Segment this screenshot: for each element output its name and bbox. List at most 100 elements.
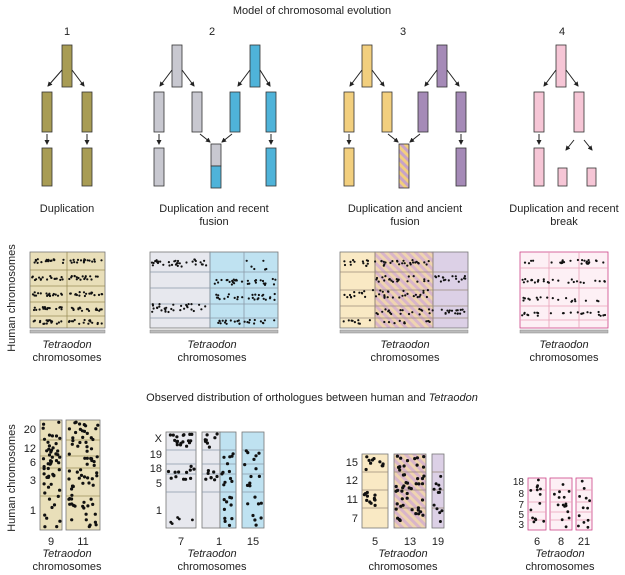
orthologue-dot xyxy=(384,275,387,278)
orthologue-dot xyxy=(81,435,85,439)
orthologue-dot xyxy=(95,471,99,475)
orthologue-dot xyxy=(58,488,62,492)
orthologue-dot xyxy=(78,291,81,294)
orthologue-dot xyxy=(567,490,571,493)
orthologue-dot xyxy=(571,299,574,302)
orthologue-dot xyxy=(417,512,421,516)
orthologue-dot xyxy=(373,493,377,497)
human-chromosome-label: 7 xyxy=(518,500,524,511)
orthologue-dot xyxy=(246,282,249,285)
human-chromosome-label: 8 xyxy=(518,489,524,500)
orthologue-dot xyxy=(158,305,161,308)
orthologue-dot xyxy=(262,293,265,296)
orthologue-dot xyxy=(240,280,244,283)
orthologue-dot xyxy=(251,293,254,296)
model-number-4: 4 xyxy=(559,26,565,38)
orthologue-dot xyxy=(204,305,207,308)
orthologue-dot xyxy=(432,503,436,507)
orthologue-dot xyxy=(383,295,386,298)
orthologue-dot xyxy=(419,510,423,514)
orthologue-dot xyxy=(58,436,62,440)
orthologue-dot xyxy=(401,262,404,265)
orthologue-dot xyxy=(438,487,442,491)
orthologue-dot xyxy=(409,261,412,265)
orthologue-dot xyxy=(206,469,210,473)
orthologue-dot xyxy=(536,314,539,317)
orthologue-dot xyxy=(33,306,36,309)
orthologue-dot xyxy=(221,319,224,322)
orthologue-dot xyxy=(32,308,36,312)
orthologue-dot xyxy=(273,298,276,301)
orthologue-dot xyxy=(41,276,44,279)
ancient-fused-chromosome xyxy=(398,143,410,189)
orthologue-dot xyxy=(532,259,535,262)
orthologue-dot xyxy=(423,261,426,264)
orthologue-dot xyxy=(273,292,276,296)
model-3-tree xyxy=(343,44,467,189)
orthologue-dot xyxy=(62,258,65,261)
orthologue-dot xyxy=(222,483,226,487)
orthologue-dot xyxy=(411,311,414,314)
human-chromosome-label: X xyxy=(155,433,163,445)
orthologue-dot xyxy=(538,493,542,496)
orthologue-dot xyxy=(399,312,402,315)
orthologue-dot xyxy=(589,311,592,314)
orthologue-dot xyxy=(248,318,251,322)
orthologue-dot xyxy=(36,258,39,261)
orthologue-dot xyxy=(532,520,536,524)
orthologue-dot xyxy=(192,467,196,471)
orthologue-dot xyxy=(350,296,353,299)
orthologue-dot xyxy=(190,308,193,311)
orthologue-dot xyxy=(391,260,394,263)
orthologue-dot xyxy=(252,457,256,461)
orthologue-dot xyxy=(72,320,75,323)
orthologue-dot xyxy=(262,282,265,285)
orthologue-dot xyxy=(56,294,60,297)
human-chromosome-label: 18 xyxy=(150,463,162,475)
orthologue-dot xyxy=(175,443,179,447)
orthologue-dot xyxy=(400,489,404,493)
orthologue-dot xyxy=(422,455,426,459)
orthologue-dot xyxy=(46,278,49,281)
orthologue-dot xyxy=(257,293,260,297)
orthologue-dot xyxy=(569,259,572,262)
model-number-3: 3 xyxy=(400,26,406,38)
orthologue-dot xyxy=(174,475,178,479)
orthologue-dot xyxy=(49,450,53,454)
orthologue-dot xyxy=(542,519,546,523)
orthologue-dot xyxy=(580,479,584,483)
orthologue-dot xyxy=(84,440,88,444)
orthologue-dot xyxy=(51,446,55,450)
orthologue-dot xyxy=(173,470,177,474)
orthologue-dot xyxy=(180,304,183,307)
orthologue-dot xyxy=(374,295,378,298)
observed-panel-1: 20 12 6 3 1 9 11 xyxy=(24,419,101,548)
orthologue-dot xyxy=(395,502,399,506)
orthologue-dot xyxy=(222,455,226,459)
orthologue-dot xyxy=(265,267,268,271)
orthologue-dot xyxy=(36,261,39,264)
orthologue-dot xyxy=(346,296,349,299)
model-4-tree xyxy=(533,44,597,187)
orthologue-dot xyxy=(586,525,590,529)
orthologue-dot xyxy=(528,298,531,301)
orthologue-dot xyxy=(537,279,540,282)
orthologue-dot xyxy=(85,445,89,449)
orthologue-dot xyxy=(427,260,430,263)
orthologue-dot xyxy=(89,497,93,501)
human-chromosome-label: 6 xyxy=(30,457,36,469)
orthologue-dot xyxy=(70,487,74,491)
orthologue-dot xyxy=(81,275,84,278)
orthologue-dot xyxy=(78,322,81,325)
observed-2-x-label: Tetraodon chromosomes xyxy=(177,548,247,573)
orthologue-dot xyxy=(405,491,409,496)
orthologue-dot xyxy=(535,488,539,492)
orthologue-dot xyxy=(416,506,420,510)
orthologue-dot xyxy=(384,261,387,264)
orthologue-dot xyxy=(187,303,190,306)
orthologue-dot xyxy=(586,262,589,265)
orthologue-dot xyxy=(90,278,93,281)
orthologue-dot xyxy=(45,292,48,295)
orthologue-dot xyxy=(151,303,154,306)
orthologue-dot xyxy=(51,472,55,476)
